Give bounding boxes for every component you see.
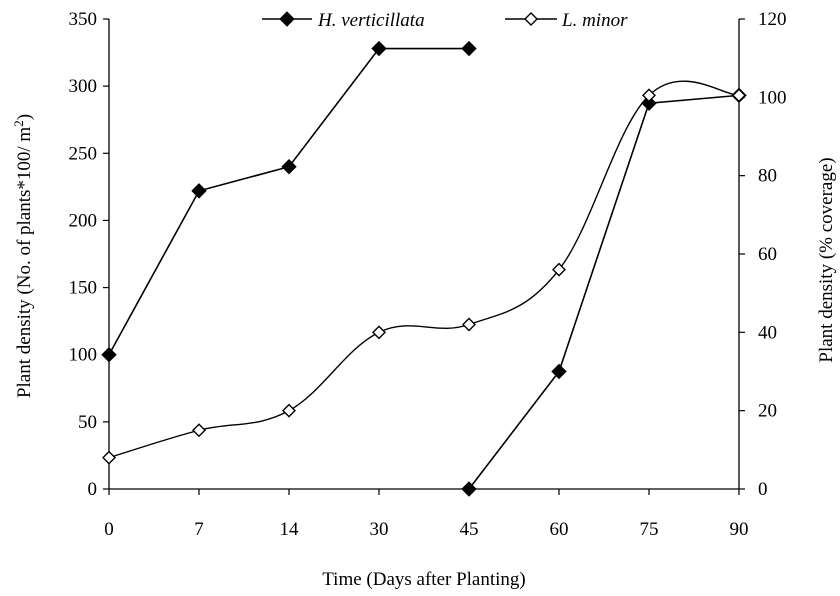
data-point-h-verticillata [461,40,477,57]
data-point-l-minor [372,325,386,340]
y-axis-right-title: Plant density (% coverage) [816,157,837,362]
data-point-l-minor [732,88,746,103]
y-right-tick-label: 60 [758,244,777,265]
data-point-h-verticillata [461,481,477,497]
data-point-h-verticillata [641,95,657,111]
data-point-h-verticillata [281,159,297,175]
data-point-l-minor [552,262,566,277]
y-left-tick-label: 50 [78,412,97,433]
y-right-tick-label: 40 [758,322,777,343]
legend-label-l-minor: L. minor [561,10,628,31]
y-left-tick-label: 150 [69,278,98,299]
data-point-h-verticillata [101,347,117,363]
series-layer [108,47,740,490]
y-left-tick-label: 200 [69,210,98,231]
axes [108,19,740,490]
series-line-l-minor [108,80,740,459]
y-left-tick-label: 350 [69,9,98,30]
y-axis-left-title: Plant density (No. of plants*100/ m2) [11,114,35,398]
data-point-h-verticillata [551,363,567,380]
x-tick-label: 30 [370,519,389,540]
series-line-h-verticillata [108,47,469,356]
y-left-tick-label: 0 [88,479,98,500]
data-point-l-minor [462,317,476,332]
x-tick-label: 45 [460,519,479,540]
x-tick-label: 7 [194,519,204,540]
data-point-l-minor [102,450,116,465]
x-axis-title: Time (Days after Planting) [322,569,526,590]
data-point-h-verticillata [371,40,387,57]
data-point-l-minor [192,423,206,438]
series-line-h-verticillata [468,94,740,490]
x-tick-label: 0 [104,519,114,540]
legend-marker-l-minor [524,12,538,26]
y-left-tick-label: 250 [69,143,98,164]
y-left-tick-label: 300 [69,76,98,97]
x-tick-label: 14 [280,519,300,540]
x-tick-label: 75 [640,519,659,540]
y-right-tick-label: 80 [758,166,777,187]
ticks: 0 50 100 150 200 250 300 350 0 20 40 60 80 100 120 0 7 14… [69,9,787,540]
y-right-tick-label: 100 [758,87,787,108]
legend-label-h-verticillata: H. verticillata [317,10,425,31]
y-right-tick-label: 120 [758,9,787,30]
data-point-l-minor [282,403,296,418]
markers-layer [101,40,747,497]
y-right-tick-label: 0 [758,479,768,500]
y-left-tick-label: 100 [69,345,98,366]
y-right-tick-label: 20 [758,401,777,422]
data-point-l-minor [642,88,656,103]
legend-marker-h-verticillata [279,11,295,27]
data-point-h-verticillata [191,183,207,199]
legend: H. verticillata L. minor [262,10,628,31]
x-tick-label: 90 [730,519,749,540]
x-tick-label: 60 [550,519,569,540]
